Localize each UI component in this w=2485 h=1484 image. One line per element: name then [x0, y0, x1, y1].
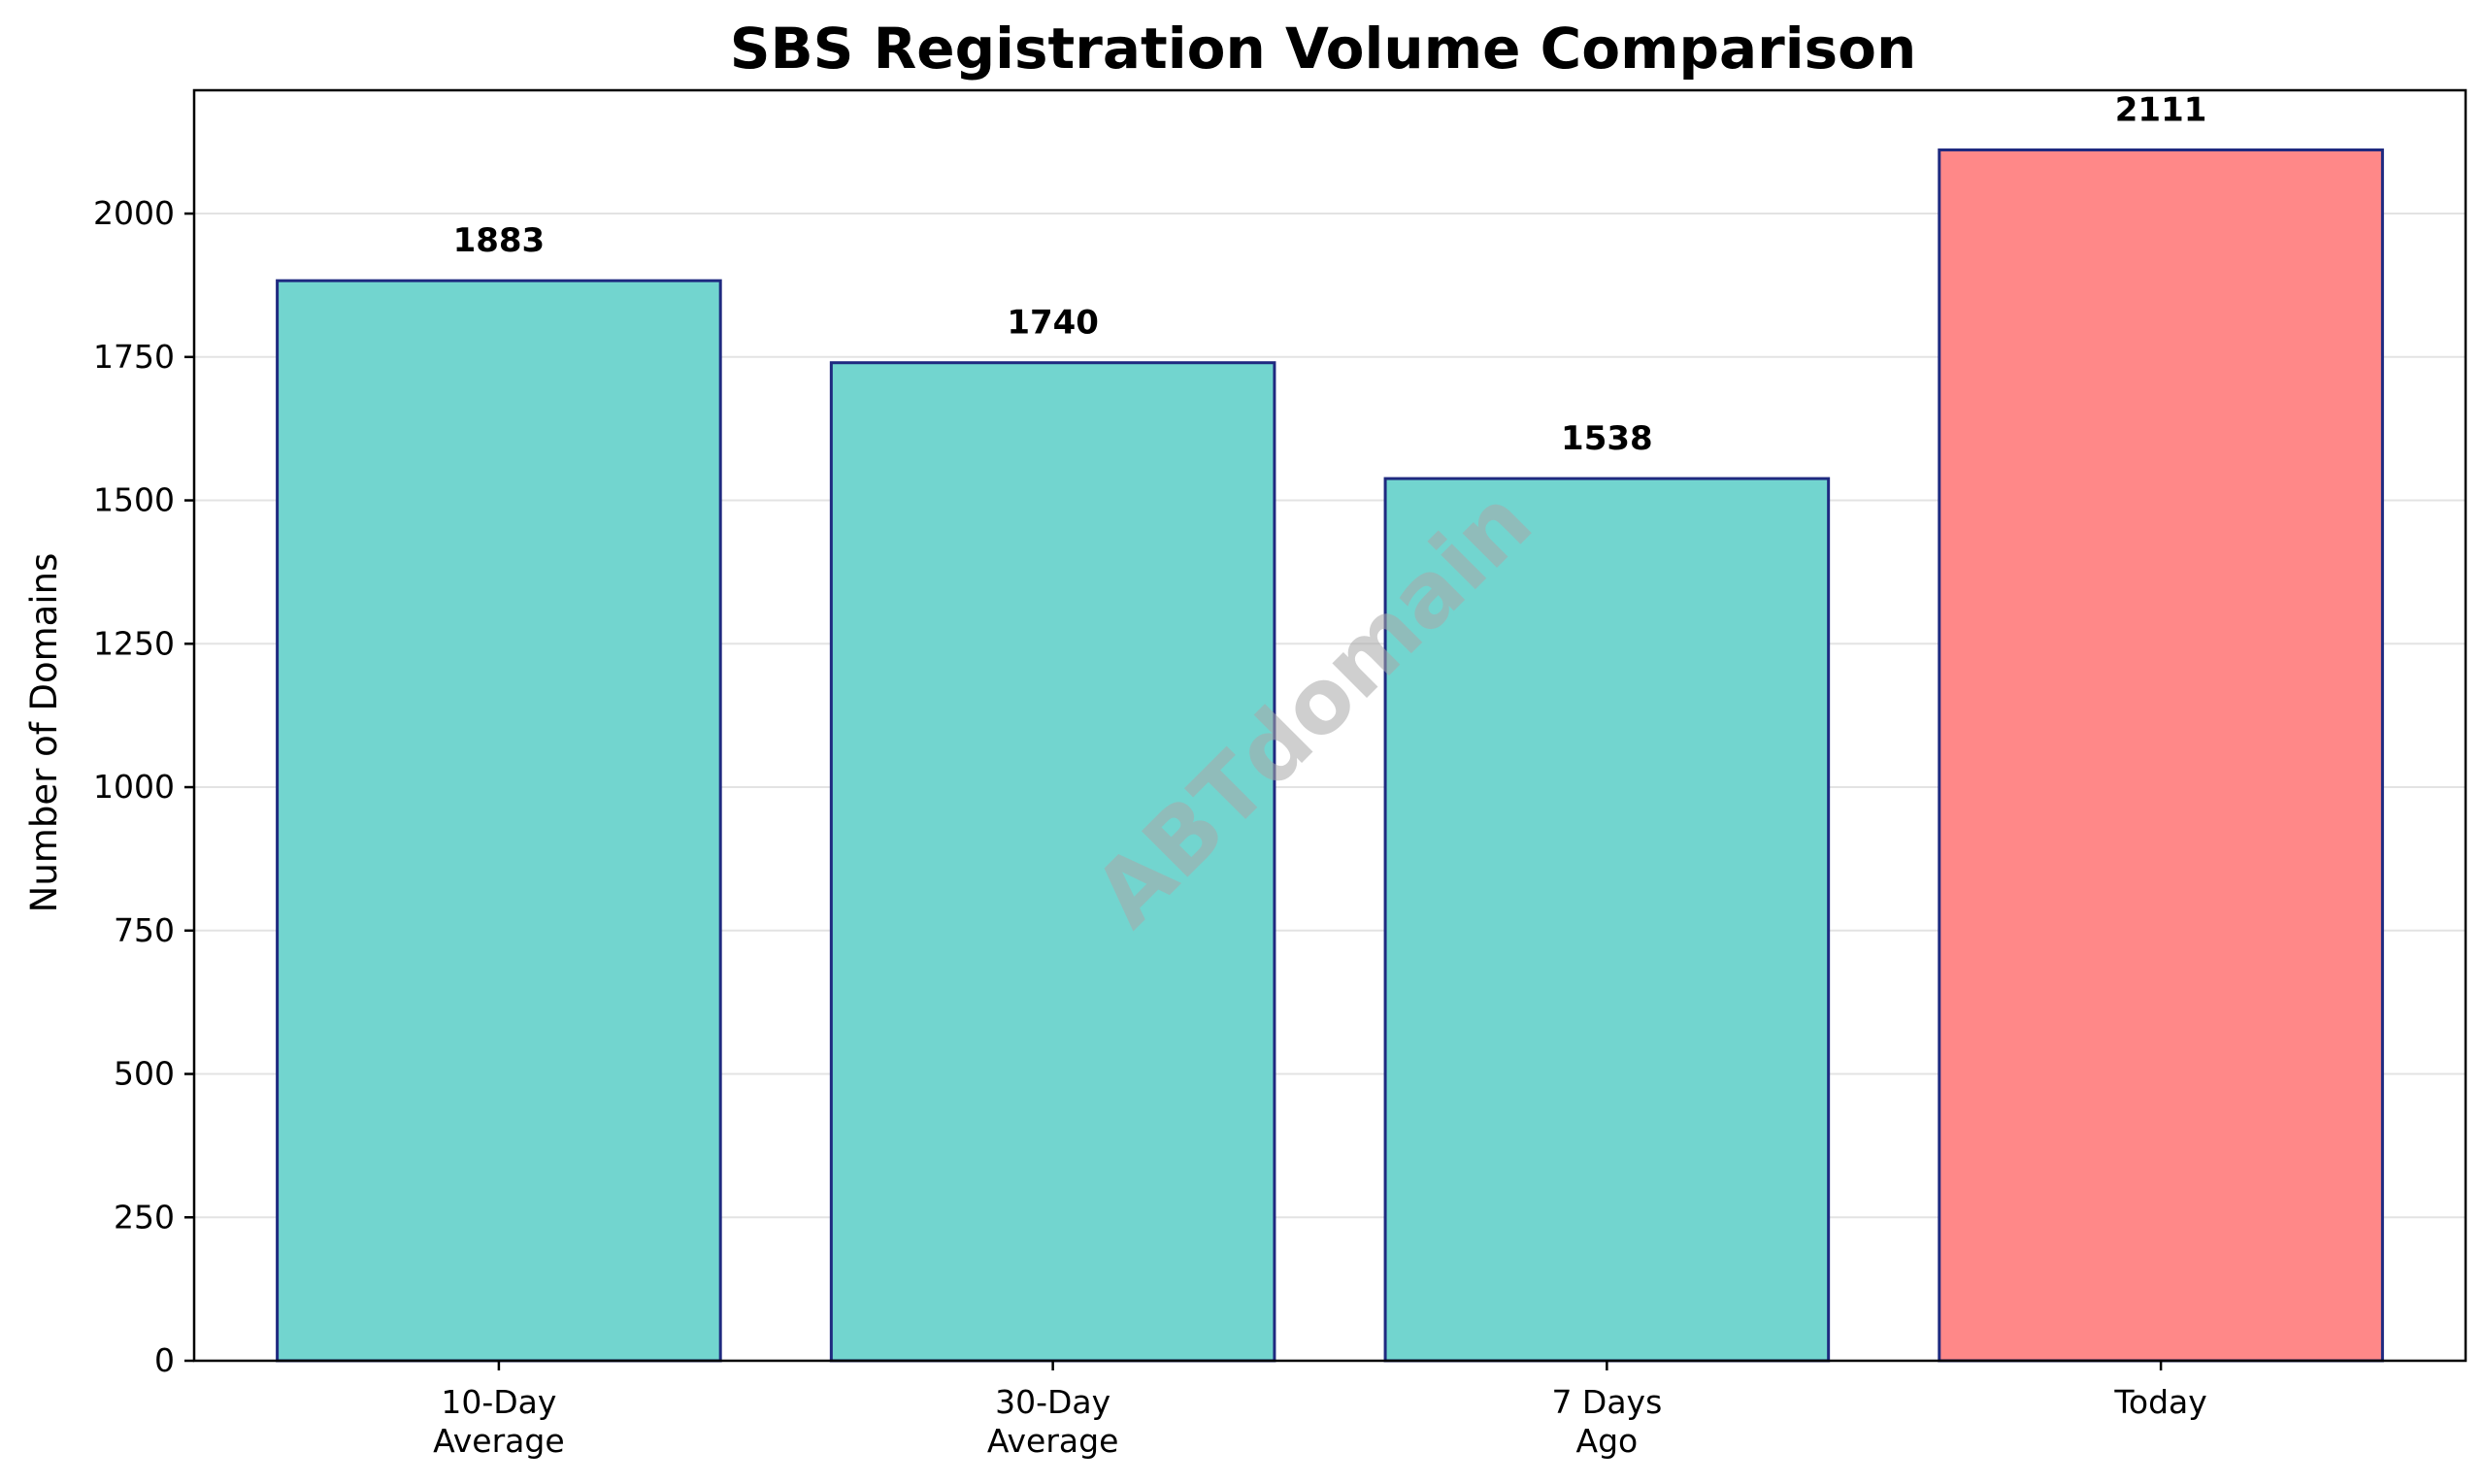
- x-tick-label-line: Ago: [1576, 1422, 1639, 1460]
- value-label: 1883: [453, 221, 546, 260]
- x-tick-label-line: 10-Day: [441, 1383, 556, 1421]
- y-tick-label: 500: [114, 1055, 175, 1093]
- x-tick-label: 10-Day Average: [433, 1383, 565, 1460]
- y-tick-label: 1250: [93, 624, 175, 662]
- x-tick-label-line: Average: [987, 1422, 1119, 1460]
- x-tick-label-line: Average: [433, 1422, 565, 1460]
- y-tick-label: 1500: [93, 481, 175, 519]
- y-tick-label: 2000: [93, 194, 175, 232]
- y-tick-label: 250: [114, 1198, 175, 1236]
- x-tick-label: Today: [2113, 1383, 2206, 1421]
- chart-title: SBS Registration Volume Comparison: [730, 16, 1917, 82]
- x-tick-label-line: 30-Day: [995, 1383, 1110, 1421]
- bars: [276, 148, 2384, 1363]
- value-labels: 1883 1740 1538 2111: [453, 90, 2207, 458]
- bar: [1938, 148, 2384, 1363]
- y-tick-label: 1750: [93, 338, 175, 376]
- y-tick-label: 750: [114, 911, 175, 949]
- value-label: 2111: [2115, 90, 2207, 129]
- x-tick-label: 30-Day Average: [987, 1383, 1119, 1460]
- x-tick-label-line: Today: [2113, 1383, 2206, 1421]
- plot-frame: [192, 88, 2468, 1363]
- bar: [276, 279, 722, 1363]
- x-tick-label: 7 Days Ago: [1551, 1383, 1662, 1460]
- y-tick-label: 0: [154, 1341, 175, 1379]
- bar: [829, 361, 1276, 1363]
- x-tick-label-line: 7 Days: [1551, 1383, 1662, 1421]
- y-axis-label: Number of Domains: [23, 553, 65, 913]
- value-label: 1538: [1561, 419, 1653, 458]
- y-tick-label: 1000: [93, 768, 175, 806]
- value-label: 1740: [1007, 304, 1099, 343]
